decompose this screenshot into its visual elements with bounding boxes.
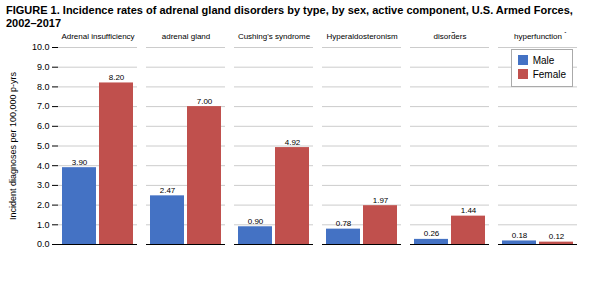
svg-text:Cushing's syndrome: Cushing's syndrome: [238, 32, 311, 41]
svg-text:3.0: 3.0: [37, 180, 50, 190]
svg-text:Incident diagnoses per 100,000: Incident diagnoses per 100,000 p-yrs: [8, 71, 18, 220]
svg-text:7.0: 7.0: [37, 101, 50, 111]
svg-text:0.26: 0.26: [424, 229, 440, 238]
svg-text:0.18: 0.18: [512, 231, 528, 240]
svg-text:Adrenogenitaldisorders: Adrenogenitaldisorders: [425, 32, 475, 41]
svg-text:2.47: 2.47: [160, 186, 176, 195]
svg-text:1.97: 1.97: [373, 196, 389, 205]
svg-text:0.0: 0.0: [37, 239, 50, 249]
svg-text:1.44: 1.44: [461, 206, 477, 215]
svg-text:0.12: 0.12: [549, 232, 565, 241]
svg-text:3.90: 3.90: [72, 158, 88, 167]
svg-text:4.0: 4.0: [37, 161, 50, 171]
html-text:Male: Male: [532, 55, 555, 66]
svg-text:Other disorders ofadrenal glan: Other disorders ofadrenal gland: [154, 32, 219, 41]
html-text:Female: Female: [532, 69, 566, 80]
svg-text:8.0: 8.0: [37, 82, 50, 92]
svg-text:0.78: 0.78: [336, 219, 352, 228]
svg-text:4.92: 4.92: [285, 138, 301, 147]
svg-text:1.0: 1.0: [37, 220, 50, 230]
svg-text:5.0: 5.0: [37, 141, 50, 151]
svg-text:Adrenal insufficiency: Adrenal insufficiency: [61, 32, 134, 41]
svg-text:10.0: 10.0: [32, 42, 50, 52]
svg-text:8.20: 8.20: [109, 73, 125, 82]
svg-text:6.0: 6.0: [37, 121, 50, 131]
svg-text:2.0: 2.0: [37, 200, 50, 210]
svg-text:9.0: 9.0: [37, 62, 50, 72]
svg-text:Hyperaldosteronism: Hyperaldosteronism: [326, 32, 397, 41]
svg-text:0.90: 0.90: [248, 217, 264, 226]
html-text:FIGURE 1. Incidence rates of a: FIGURE 1. Incidence rates of adrenal gla…: [6, 4, 573, 29]
svg-text:7.00: 7.00: [197, 97, 213, 106]
svg-text:Adrenomedullaryhyperfunction: Adrenomedullaryhyperfunction: [508, 32, 568, 41]
